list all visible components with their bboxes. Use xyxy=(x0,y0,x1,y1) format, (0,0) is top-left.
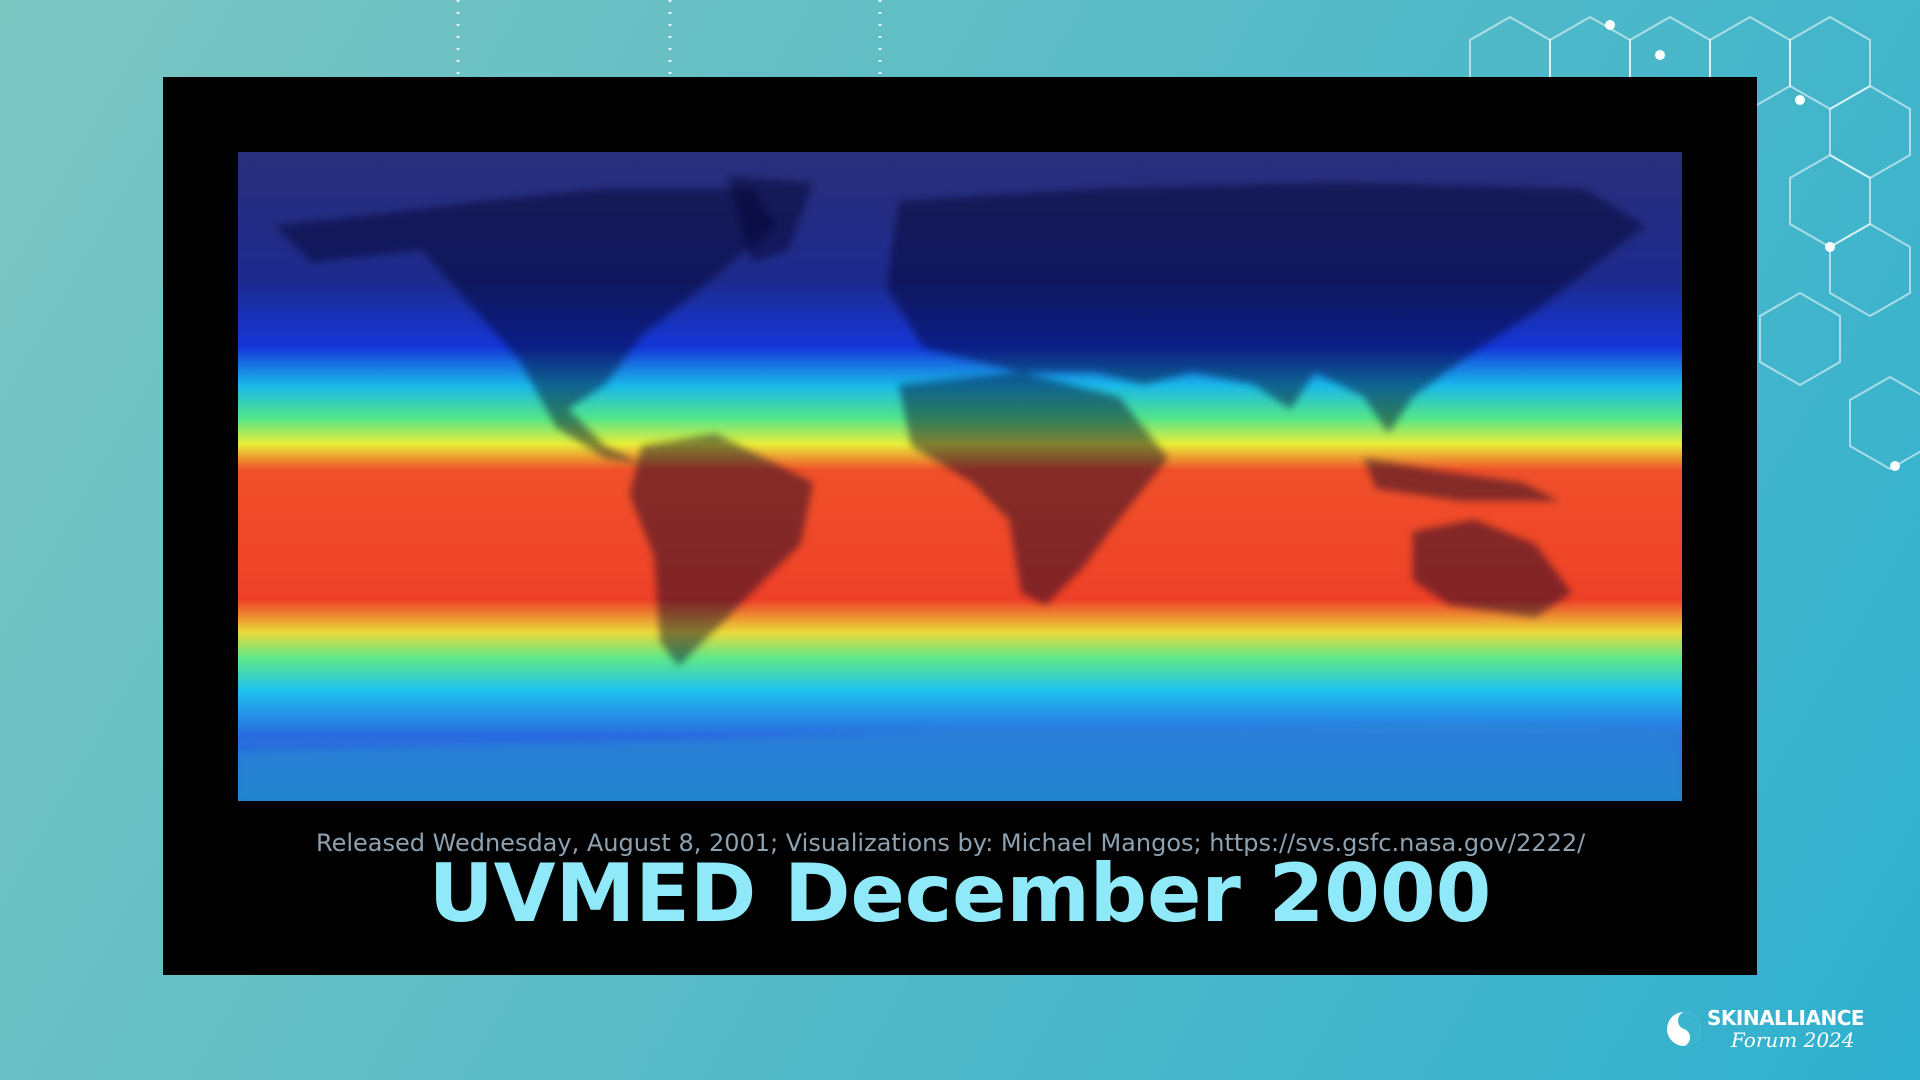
image-credit: Released Wednesday, August 8, 2001; Visu… xyxy=(316,829,1586,857)
logo: SKINALLIANCE Forum 2024 xyxy=(1665,1004,1875,1054)
image-frame: Released Wednesday, August 8, 2001; Visu… xyxy=(163,77,1757,975)
logo-icon xyxy=(1667,1012,1701,1046)
logo-brand: SKINALLIANCE xyxy=(1707,1006,1865,1030)
slide-title: UVMED December 2000 xyxy=(428,847,1492,940)
logo-event: Forum 2024 xyxy=(1731,1028,1855,1052)
uv-map xyxy=(238,152,1682,801)
